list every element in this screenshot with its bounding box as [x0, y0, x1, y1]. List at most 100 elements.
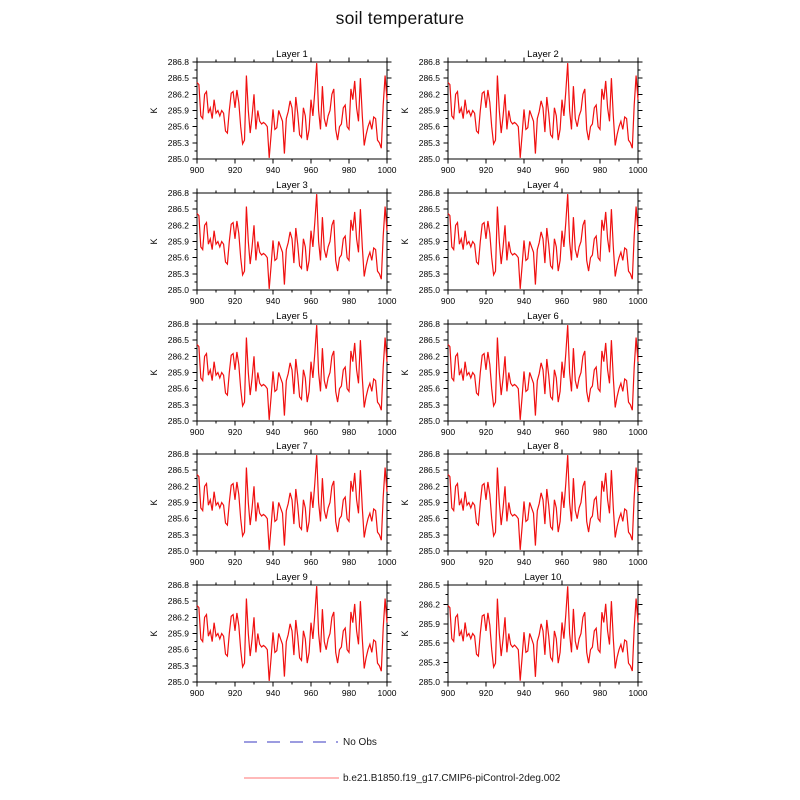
- panel-title: Layer 8: [527, 441, 559, 452]
- x-axis-tick-label: 1000: [629, 296, 648, 306]
- y-axis-tick-label: 286.2: [419, 351, 441, 361]
- legend-item-model-run: b.e21.B1850.f19_g17.CMIP6-piControl-2deg…: [242, 770, 662, 786]
- y-axis-tick-label: 285.0: [419, 677, 441, 687]
- y-axis-tick-label: 285.3: [168, 661, 190, 671]
- y-axis-tick-label: 285.9: [419, 619, 441, 629]
- x-axis-tick-label: 900: [190, 296, 204, 306]
- y-axis-tick-label: 286.8: [168, 449, 190, 459]
- x-axis-tick-label: 900: [441, 296, 455, 306]
- y-axis-tick-label: 285.6: [419, 514, 441, 524]
- y-axis-tick-label: 285.0: [419, 154, 441, 164]
- panel-layer-3: Layer 3 900 920 940 960 980 1000 285.0 285.3 285.…: [149, 180, 397, 306]
- panel-title: Layer 10: [525, 572, 562, 583]
- y-axis-tick-label: 285.6: [168, 253, 190, 263]
- y-axis-tick-label: 285.3: [168, 269, 190, 279]
- panel-title: Layer 5: [276, 311, 308, 322]
- x-axis-tick-label: 900: [190, 688, 204, 698]
- y-axis-tick-label: 285.0: [168, 677, 190, 687]
- y-axis-tick-label: 285.6: [419, 384, 441, 394]
- y-axis-tick-label: 286.2: [168, 612, 190, 622]
- x-axis-tick-label: 940: [266, 165, 280, 175]
- x-axis-tick-label: 900: [441, 688, 455, 698]
- x-axis-tick-label: 920: [228, 688, 242, 698]
- y-axis-unit-label: K: [400, 499, 410, 505]
- x-axis-tick-label: 920: [228, 557, 242, 567]
- legend-label-no-obs: No Obs: [343, 736, 377, 748]
- panel-layer-5: Layer 5 900 920 940 960 980 1000 285.0 285.3 285.…: [149, 311, 397, 437]
- page-title: soil temperature: [335, 8, 465, 28]
- y-axis-tick-label: 286.8: [168, 57, 190, 67]
- x-axis-tick-label: 1000: [629, 165, 648, 175]
- x-axis-tick-label: 1000: [629, 427, 648, 437]
- y-axis-tick-label: 286.8: [419, 57, 441, 67]
- x-axis-tick-label: 960: [555, 557, 569, 567]
- x-axis-tick-label: 980: [593, 427, 607, 437]
- y-axis-tick-label: 285.0: [419, 416, 441, 426]
- x-axis-tick-label: 960: [304, 427, 318, 437]
- y-axis-tick-label: 285.9: [168, 237, 190, 247]
- series-line: [447, 586, 639, 681]
- x-axis-tick-label: 960: [304, 165, 318, 175]
- no-obs-dashed-line-sample: [244, 741, 338, 743]
- y-axis-tick-label: 285.6: [168, 645, 190, 655]
- x-axis-tick-label: 920: [228, 296, 242, 306]
- y-axis-tick-label: 285.0: [168, 546, 190, 556]
- y-axis-tick-label: 286.2: [419, 481, 441, 491]
- x-axis-tick-label: 1000: [378, 557, 397, 567]
- x-axis-tick-label: 920: [228, 165, 242, 175]
- series-line: [196, 455, 388, 550]
- y-axis-tick-label: 286.8: [168, 188, 190, 198]
- x-axis-tick-label: 900: [190, 427, 204, 437]
- x-axis-tick-label: 940: [517, 427, 531, 437]
- y-axis-tick-label: 285.6: [419, 638, 441, 648]
- y-axis-tick-label: 286.2: [168, 220, 190, 230]
- y-axis-tick-label: 286.5: [419, 580, 441, 590]
- y-axis-tick-label: 285.6: [419, 253, 441, 263]
- x-axis-tick-label: 980: [593, 688, 607, 698]
- x-axis-tick-label: 1000: [378, 165, 397, 175]
- series-line: [196, 63, 388, 158]
- y-axis-unit-label: K: [149, 238, 159, 244]
- y-axis-tick-label: 285.6: [168, 514, 190, 524]
- y-axis-tick-label: 285.6: [168, 122, 190, 132]
- legend: No Obs b.e21.B1850.f19_g17.CMIP6-piContr…: [242, 734, 662, 786]
- panel-layer-1: Layer 1 900 920 940 960 980 1000 285.0 285.3 285.…: [149, 49, 397, 175]
- x-axis-tick-label: 940: [517, 557, 531, 567]
- x-axis-tick-label: 900: [441, 557, 455, 567]
- x-axis-tick-label: 980: [342, 688, 356, 698]
- y-axis-tick-label: 285.0: [419, 546, 441, 556]
- x-axis-tick-label: 940: [266, 557, 280, 567]
- panel-layer-10: Layer 10 900 920 940 960 980 1000 285.0 285.3 285…: [400, 572, 648, 698]
- x-axis-tick-label: 940: [266, 296, 280, 306]
- panel-title: Layer 1: [276, 49, 308, 60]
- series-line: [447, 194, 639, 289]
- x-axis-tick-label: 920: [479, 427, 493, 437]
- series-line: [196, 325, 388, 420]
- y-axis-tick-label: 286.2: [419, 599, 441, 609]
- y-axis-tick-label: 285.9: [419, 368, 441, 378]
- panel-layer-7: Layer 7 900 920 940 960 980 1000 285.0 285.3 285.…: [149, 441, 397, 567]
- y-axis-tick-label: 285.0: [419, 285, 441, 295]
- y-axis-tick-label: 285.6: [419, 122, 441, 132]
- y-axis-tick-label: 285.3: [419, 400, 441, 410]
- y-axis-tick-label: 286.8: [168, 319, 190, 329]
- x-axis-tick-label: 900: [190, 165, 204, 175]
- x-axis-tick-label: 980: [593, 557, 607, 567]
- y-axis-unit-label: K: [400, 107, 410, 113]
- y-axis-unit-label: K: [149, 369, 159, 375]
- y-axis-tick-label: 285.6: [168, 384, 190, 394]
- y-axis-tick-label: 285.3: [168, 138, 190, 148]
- x-axis-tick-label: 940: [517, 688, 531, 698]
- series-line: [447, 63, 639, 158]
- y-axis-tick-label: 286.5: [168, 73, 190, 83]
- y-axis-unit-label: K: [400, 369, 410, 375]
- panel-title: Layer 4: [527, 180, 559, 191]
- y-axis-tick-label: 285.9: [419, 498, 441, 508]
- series-line: [447, 455, 639, 550]
- y-axis-unit-label: K: [149, 107, 159, 113]
- panel-layer-9: Layer 9 900 920 940 960 980 1000 285.0 285.3 285.…: [149, 572, 397, 698]
- panel-title: Layer 6: [527, 311, 559, 322]
- y-axis-tick-label: 286.5: [419, 335, 441, 345]
- y-axis-tick-label: 285.9: [168, 106, 190, 116]
